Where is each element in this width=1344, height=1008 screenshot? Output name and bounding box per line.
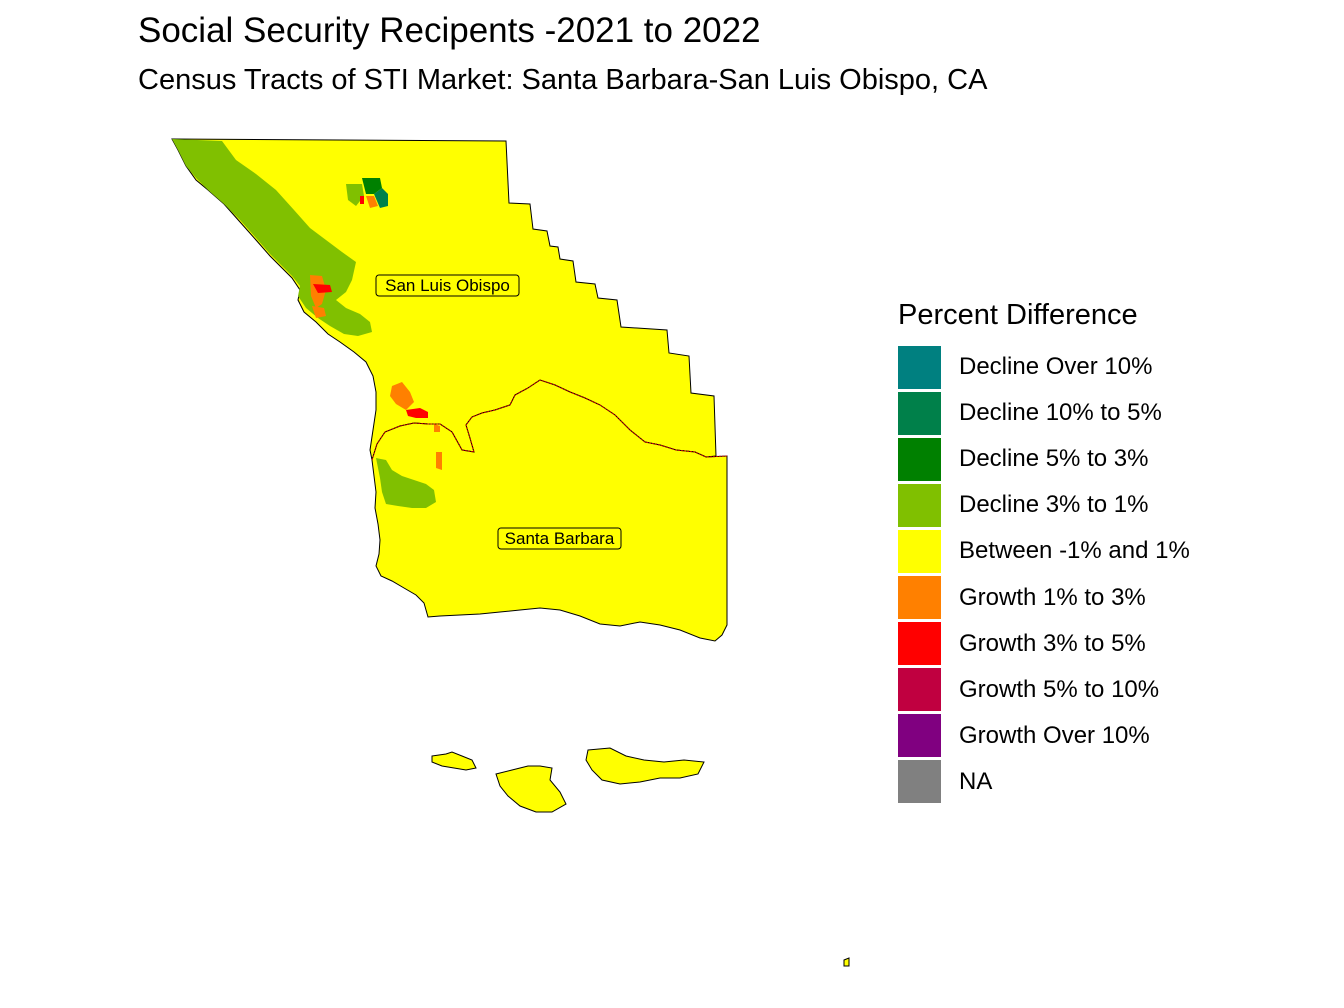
legend-label: Decline 3% to 1% xyxy=(959,491,1149,519)
legend-swatch xyxy=(898,345,941,389)
map-title: Social Security Recipents -2021 to 2022 xyxy=(138,11,761,50)
legend-item: NA xyxy=(897,759,1297,805)
legend-swatch xyxy=(898,437,941,481)
map-subtitle: Census Tracts of STI Market: Santa Barba… xyxy=(138,64,988,96)
tract-ag-orange-3 xyxy=(436,452,442,470)
tract-north-green-3 xyxy=(374,188,388,208)
tract-morro-orange-2 xyxy=(312,306,326,318)
tract-south-green-small xyxy=(254,214,266,232)
label-san-luis-obispo: San Luis Obispo xyxy=(375,274,520,297)
tract-ag-red xyxy=(406,408,428,418)
legend-swatch xyxy=(898,760,941,804)
tract-north-green-1 xyxy=(346,184,364,206)
legend-label: Growth 3% to 5% xyxy=(959,629,1146,657)
label-san-luis-obispo-text: San Luis Obispo xyxy=(385,276,510,295)
tract-ag-orange xyxy=(390,382,414,410)
legend-title: Percent Difference xyxy=(898,299,1138,331)
legend-label: Growth 5% to 10% xyxy=(959,675,1160,703)
legend-swatch xyxy=(898,622,941,666)
tract-lompoc-green xyxy=(376,458,436,508)
legend-item: Growth Over 10% xyxy=(897,713,1297,759)
legend-swatch xyxy=(898,483,941,527)
legend-label: Decline 10% to 5% xyxy=(959,399,1162,427)
legend-item: Between -1% and 1% xyxy=(897,528,1297,574)
legend-swatch xyxy=(898,529,941,573)
county-boundary-line xyxy=(371,379,728,461)
legend-label: Decline Over 10% xyxy=(959,353,1153,381)
legend-label: Between -1% and 1% xyxy=(959,537,1190,565)
legend-label: Decline 5% to 3% xyxy=(959,445,1149,473)
island-santa-rosa xyxy=(495,765,567,813)
island-san-miguel xyxy=(431,751,477,771)
legend-item: Growth 3% to 5% xyxy=(897,621,1297,667)
legend-item: Decline 10% to 5% xyxy=(897,390,1297,436)
tract-north-orange xyxy=(366,196,378,208)
legend-item: Growth 1% to 3% xyxy=(897,574,1297,620)
island-santa-cruz xyxy=(585,747,705,785)
tract-north-red xyxy=(360,196,364,204)
legend-item: Growth 5% to 10% xyxy=(897,667,1297,713)
tract-ag-orange-2 xyxy=(434,424,440,432)
legend-label: Growth Over 10% xyxy=(959,721,1150,749)
tract-morro-red xyxy=(313,284,332,293)
legend-swatch xyxy=(898,576,941,620)
tract-north-green-2 xyxy=(362,178,382,194)
label-santa-barbara: Santa Barbara xyxy=(497,527,622,550)
legend: Percent Difference Decline Over 10% Decl… xyxy=(897,298,1297,805)
island-small xyxy=(843,957,850,967)
legend-item: Decline 3% to 1% xyxy=(897,482,1297,528)
legend-item: Decline Over 10% xyxy=(897,344,1297,390)
legend-item: Decline 5% to 3% xyxy=(897,436,1297,482)
legend-label: NA xyxy=(959,767,993,795)
legend-swatch xyxy=(898,668,941,712)
legend-swatch xyxy=(898,391,941,435)
label-santa-barbara-text: Santa Barbara xyxy=(505,529,615,548)
legend-label: Growth 1% to 3% xyxy=(959,583,1146,611)
legend-swatch xyxy=(898,714,941,758)
